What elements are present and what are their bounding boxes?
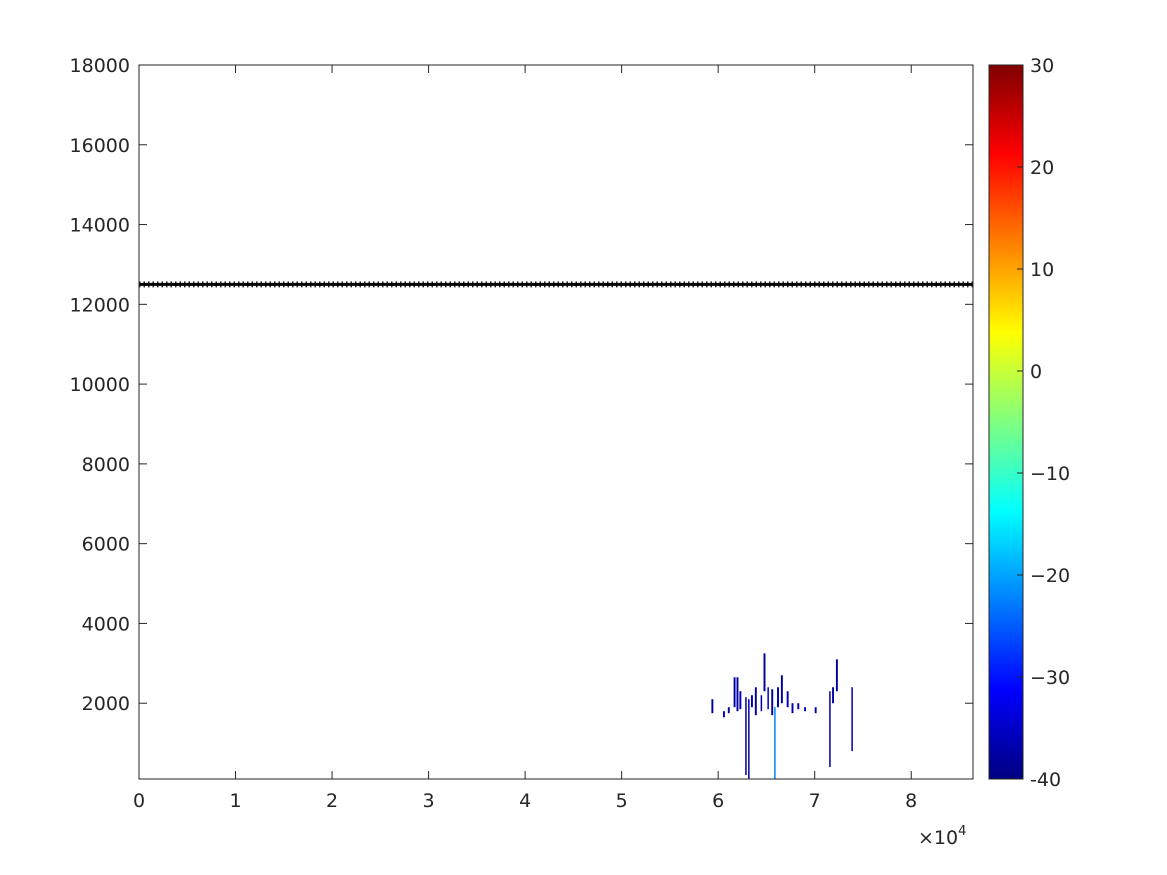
colorbar-tick-label: −20 <box>1030 565 1070 587</box>
heatmap-cell <box>774 707 776 779</box>
x-tick-label: 2 <box>326 790 338 812</box>
x-tick-label: 4 <box>519 790 531 812</box>
heatmap-cell <box>727 707 730 714</box>
heatmap-cell <box>786 691 789 708</box>
heatmap-cells <box>711 653 853 779</box>
heatmap-cell <box>829 691 831 768</box>
x-tick-label: 0 <box>133 790 145 812</box>
heatmap-cell <box>835 659 838 692</box>
x-exponent-label: ×104 <box>918 824 966 849</box>
colorbar-tick-label: 10 <box>1030 259 1054 281</box>
x-axis: 0 1 2 3 4 5 6 7 8 <box>133 65 917 812</box>
colorbar-tick-label: 0 <box>1030 361 1042 383</box>
plot-border <box>138 64 974 780</box>
x-tick-label: 7 <box>809 790 821 812</box>
y-tick-label: 6000 <box>82 534 130 556</box>
heatmap-cell <box>832 687 834 704</box>
heatmap-cell <box>851 687 853 752</box>
colorbar-tick-label: −10 <box>1030 463 1070 485</box>
y-tick-label: 2000 <box>82 693 130 715</box>
colorbar-border <box>988 64 1024 780</box>
heatmap-cell <box>748 699 750 779</box>
heatmap-cell <box>804 707 807 712</box>
colorbar-tick-label: -40 <box>1030 769 1061 791</box>
heatmap-cell <box>750 695 753 708</box>
y-axis: 2000 4000 6000 8000 10000 12000 14000 16000 1800… <box>70 55 973 715</box>
colorbar-tick-label: −30 <box>1030 667 1070 689</box>
heatmap-cell <box>763 653 766 692</box>
plot-area <box>139 65 973 779</box>
x-tick-label: 8 <box>905 790 917 812</box>
x-tick-label: 3 <box>423 790 435 812</box>
heatmap-cell <box>739 691 742 710</box>
colorbar-tick-label: 20 <box>1030 157 1054 179</box>
y-tick-label: 16000 <box>70 135 130 157</box>
heatmap-cell <box>767 687 769 710</box>
heatmap-cell <box>814 707 817 714</box>
heatmap-cell <box>791 703 794 714</box>
heatmap-cell <box>722 711 725 718</box>
heatmap-cell <box>777 687 779 708</box>
heatmap-cell <box>797 703 800 710</box>
heatmap-cell <box>780 675 783 704</box>
colorbar: -40 −30 −20 −10 0 10 20 30 <box>988 55 1070 791</box>
y-tick-label: 14000 <box>70 215 130 237</box>
colorbar-gradient <box>989 65 1023 779</box>
heatmap-cell <box>760 695 763 712</box>
y-tick-label: 12000 <box>70 294 130 316</box>
heatmap-cell <box>754 687 757 716</box>
y-tick-label: 10000 <box>70 374 130 396</box>
x-tick-label: 5 <box>616 790 628 812</box>
y-tick-label: 18000 <box>70 55 130 77</box>
x-tick-label: 1 <box>229 790 241 812</box>
colorbar-tick-label: 30 <box>1030 55 1054 77</box>
heatmap-cell <box>711 699 714 714</box>
x-tick-label: 6 <box>712 790 724 812</box>
heatmap-cell <box>736 677 739 712</box>
heatmap-cell <box>771 689 774 716</box>
y-tick-label: 4000 <box>82 613 130 635</box>
heatmap-cell <box>745 697 747 776</box>
heatmap-cell <box>733 677 736 708</box>
y-tick-label: 8000 <box>82 454 130 476</box>
